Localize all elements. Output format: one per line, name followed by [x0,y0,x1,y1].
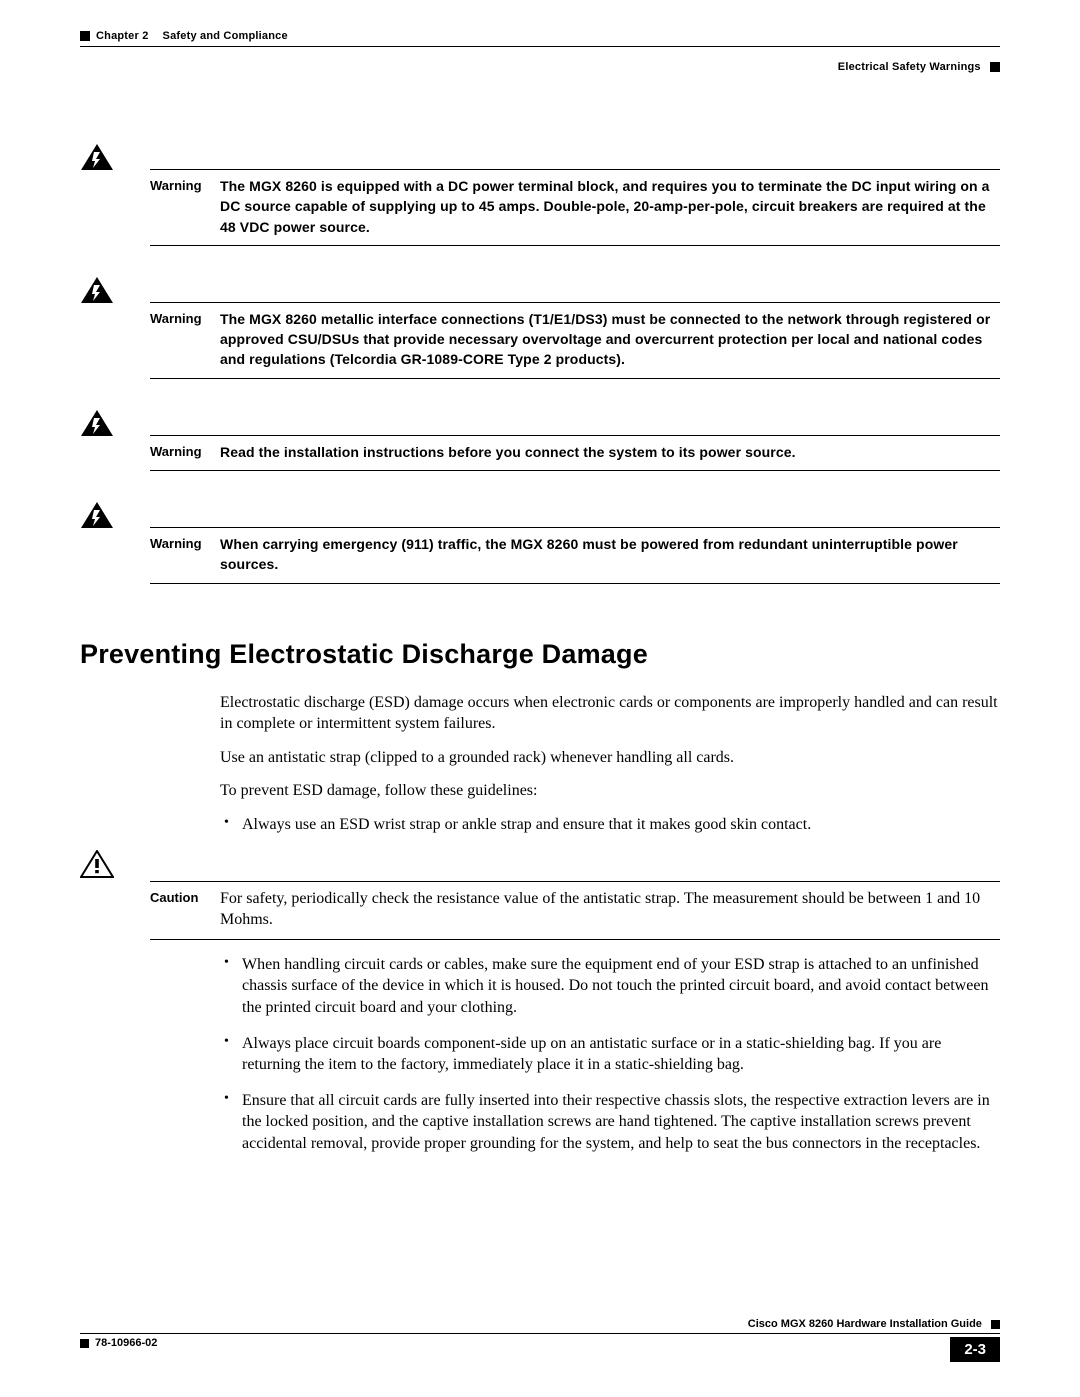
warning-icon [80,409,150,437]
footer-square-icon [80,1339,89,1348]
warning-item: Warning When carrying emergency (911) tr… [80,501,1000,584]
warnings-block: Warning The MGX 8260 is equipped with a … [80,143,1000,584]
list-item: Always use an ESD wrist strap or ankle s… [220,814,1000,836]
chapter-title: Safety and Compliance [163,30,288,42]
running-header: Chapter 2 Safety and Compliance [80,30,1000,42]
caution-text: For safety, periodically check the resis… [220,888,1000,931]
list-item: Ensure that all circuit cards are fully … [220,1090,1000,1155]
body-paragraph: Electrostatic discharge (ESD) damage occ… [220,692,1000,735]
warning-label: Warning [150,309,220,326]
footer-rule [80,1333,1000,1334]
warning-item: Warning The MGX 8260 is equipped with a … [80,143,1000,246]
header-rule [80,46,1000,47]
body-paragraph: Use an antistatic strap (clipped to a gr… [220,747,1000,769]
caution-label: Caution [150,888,220,905]
warning-item: Warning Read the installation instructio… [80,409,1000,471]
header-square-icon [990,62,1000,72]
warning-text: When carrying emergency (911) traffic, t… [220,534,1000,575]
header-square-icon [80,31,90,41]
warning-text: Read the installation instructions befor… [220,442,1000,462]
warning-text: The MGX 8260 is equipped with a DC power… [220,176,1000,237]
page-content: Chapter 2 Safety and Compliance Electric… [80,30,1000,1169]
warning-label: Warning [150,176,220,193]
caution-block: Caution For safety, periodically check t… [80,850,1000,940]
guideline-list-cont: When handling circuit cards or cables, m… [220,954,1000,1155]
list-item: Always place circuit boards component-si… [220,1033,1000,1076]
list-item: When handling circuit cards or cables, m… [220,954,1000,1019]
chapter-label: Chapter 2 [96,30,149,42]
warning-icon [80,143,150,171]
page-number: 2-3 [950,1337,1000,1362]
footer-guide-title: Cisco MGX 8260 Hardware Installation Gui… [80,1318,1000,1330]
warning-label: Warning [150,534,220,551]
guideline-list: Always use an ESD wrist strap or ankle s… [220,814,1000,836]
footer-doc-number: 78-10966-02 [80,1337,157,1349]
section-right: Electrical Safety Warnings [80,61,1000,73]
warning-label: Warning [150,442,220,459]
footer-square-icon [991,1320,1000,1329]
caution-icon [80,850,150,883]
section-heading: Preventing Electrostatic Discharge Damag… [80,639,1000,670]
page-footer: Cisco MGX 8260 Hardware Installation Gui… [80,1318,1000,1362]
body-paragraph: To prevent ESD damage, follow these guid… [220,780,1000,802]
warning-item: Warning The MGX 8260 metallic interface … [80,276,1000,379]
warning-icon [80,501,150,529]
warning-text: The MGX 8260 metallic interface connecti… [220,309,1000,370]
warning-icon [80,276,150,304]
